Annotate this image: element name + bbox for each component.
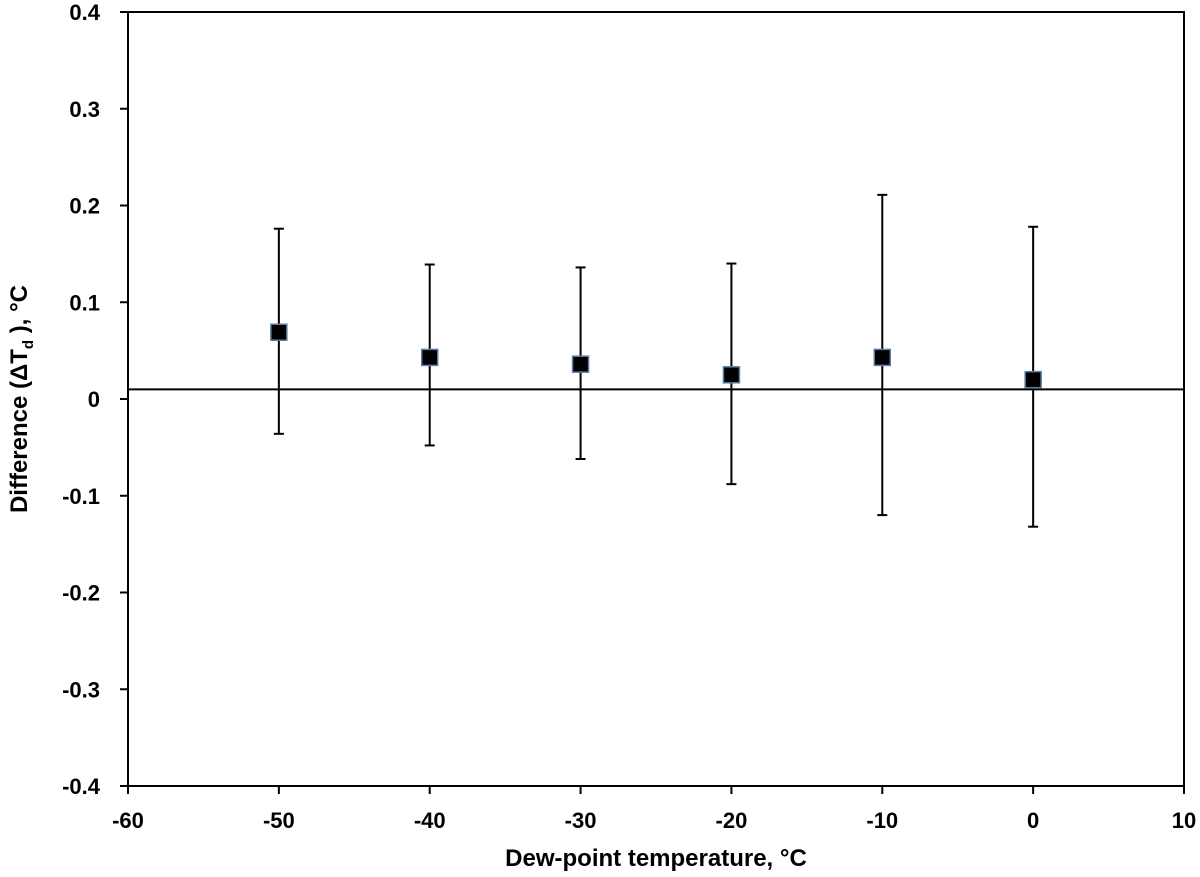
y-tick-label: 0: [88, 387, 100, 412]
x-tick-label: -60: [112, 808, 144, 833]
y-tick-label: -0.4: [62, 774, 101, 799]
data-point-marker: [571, 355, 590, 373]
data-point-marker: [1024, 370, 1042, 389]
y-axis-title: Difference (ΔTd ), °C: [6, 285, 37, 513]
x-tick-label: -20: [716, 808, 748, 833]
x-tick-label: 0: [1027, 808, 1039, 833]
x-axis-ticks: -60 -50 -40 -30 -20 -10 0 10: [112, 786, 1196, 833]
x-axis-title: Dew-point temperature, °C: [505, 845, 807, 872]
error-bars: [273, 193, 1039, 528]
x-tick-label: -50: [263, 808, 295, 833]
y-tick-label: -0.2: [62, 581, 100, 606]
y-axis-ticks: 0.4 0.3 0.2 0.1 0 -0.1 -0.2 -0.3 -0.4: [62, 0, 128, 799]
data-markers: [270, 323, 1042, 389]
y-axis-title-suffix: ), °C: [6, 285, 33, 340]
x-tick-label: -30: [565, 808, 597, 833]
y-tick-label: 0.1: [69, 290, 100, 315]
y-axis-title-prefix: Difference (ΔT: [6, 349, 33, 513]
x-tick-label: -40: [414, 808, 446, 833]
plot-area-frame: [127, 11, 1185, 787]
y-axis-title-subscript: d: [20, 340, 37, 349]
y-tick-label: -0.3: [62, 677, 100, 702]
y-tick-label: 0.4: [69, 0, 100, 25]
data-point-marker: [420, 348, 439, 367]
y-tick-label: 0.2: [69, 194, 100, 219]
data-point-marker: [873, 348, 892, 367]
data-point-marker: [270, 323, 288, 341]
y-tick-label: 0.3: [69, 97, 100, 122]
x-tick-label: -10: [866, 808, 898, 833]
data-point-marker: [722, 366, 741, 384]
x-tick-label: 10: [1172, 808, 1196, 833]
y-tick-label: -0.1: [62, 484, 100, 509]
